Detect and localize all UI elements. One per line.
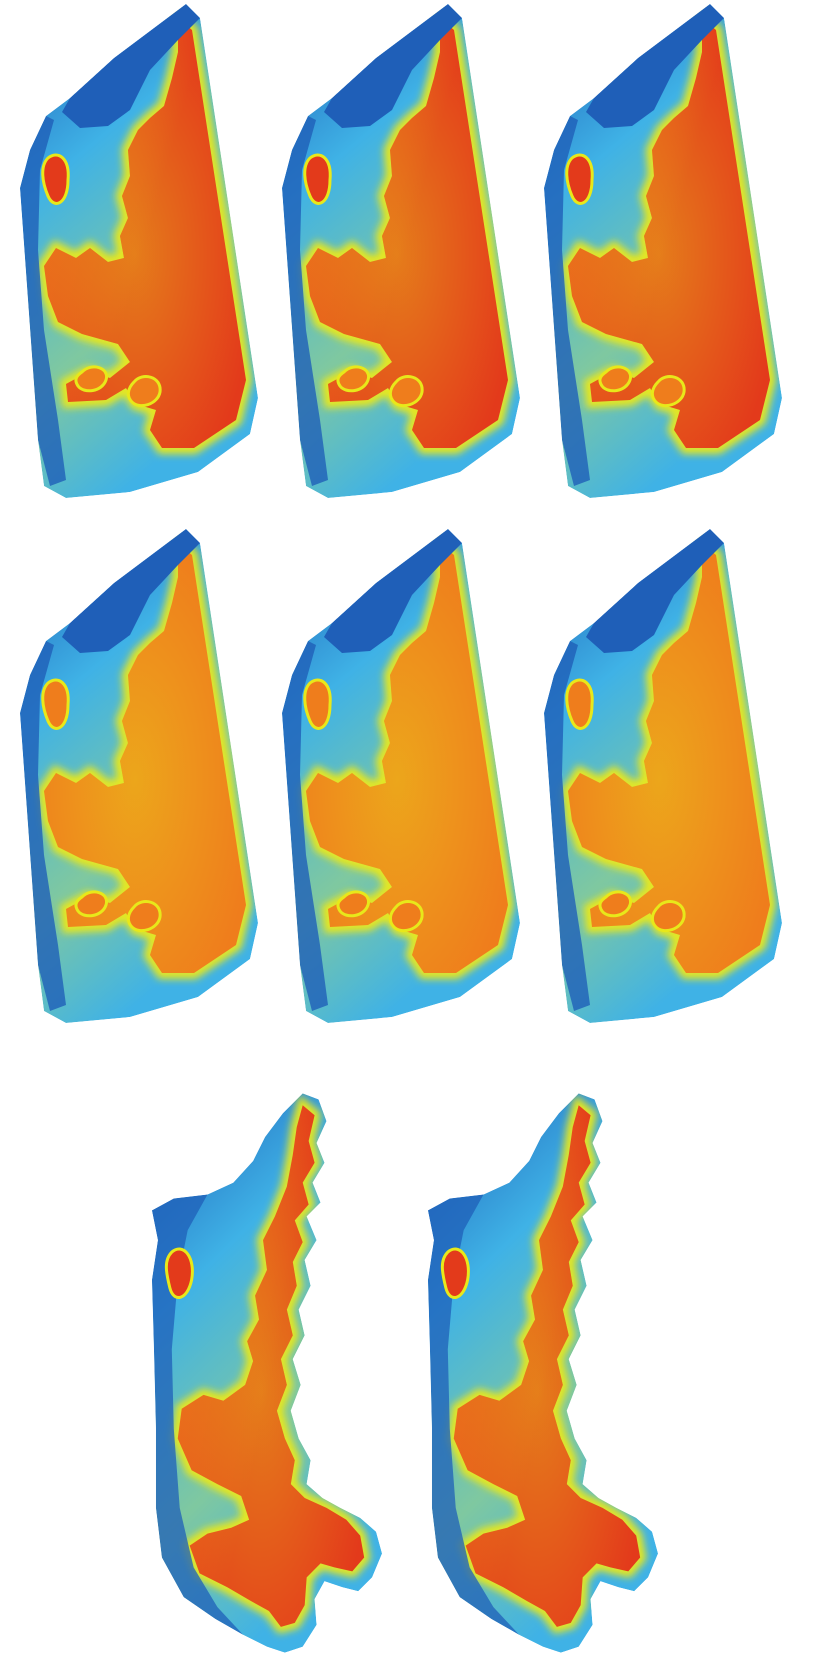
warm-lobe bbox=[74, 365, 109, 393]
deep-edge bbox=[20, 641, 66, 1011]
warm-lobe bbox=[126, 900, 162, 933]
core-glow bbox=[306, 543, 508, 973]
deep-edge bbox=[282, 116, 328, 486]
map-svg bbox=[544, 529, 782, 1023]
core-glow bbox=[44, 543, 246, 973]
warm-lobe bbox=[598, 890, 633, 918]
deep-region bbox=[324, 529, 462, 653]
map-panel-4 bbox=[10, 525, 260, 1035]
map-svg bbox=[151, 1093, 383, 1653]
map-svg bbox=[282, 529, 520, 1023]
map-svg bbox=[544, 4, 782, 498]
deep-shelf bbox=[151, 1194, 244, 1635]
map-panel-3 bbox=[534, 0, 784, 510]
deep-region bbox=[586, 4, 724, 128]
core-glow bbox=[453, 1105, 641, 1627]
core-glow bbox=[306, 18, 508, 448]
warm-lobe bbox=[126, 375, 162, 408]
map-svg bbox=[282, 4, 520, 498]
core-glow bbox=[44, 18, 246, 448]
core-glow bbox=[568, 18, 770, 448]
warm-lobe bbox=[74, 890, 109, 918]
warm-lobe bbox=[336, 365, 371, 393]
warm-patch bbox=[565, 153, 594, 205]
warm-patch bbox=[565, 678, 594, 730]
warm-lobe bbox=[650, 900, 686, 933]
deep-region bbox=[586, 529, 724, 653]
deep-edge bbox=[20, 116, 66, 486]
warm-patch bbox=[303, 678, 332, 730]
core-glow bbox=[177, 1105, 365, 1627]
map-panel-5 bbox=[272, 525, 522, 1035]
deep-edge bbox=[544, 116, 590, 486]
core-glow bbox=[568, 543, 770, 973]
warm-lobe bbox=[336, 890, 371, 918]
map-panel-2 bbox=[272, 0, 522, 510]
warm-patch bbox=[41, 678, 70, 730]
warm-patch bbox=[303, 153, 332, 205]
warm-patch bbox=[440, 1247, 470, 1299]
deep-edge bbox=[282, 641, 328, 1011]
deep-edge bbox=[544, 641, 590, 1011]
warm-patch bbox=[164, 1247, 194, 1299]
map-panel-1 bbox=[10, 0, 260, 510]
map-svg bbox=[427, 1093, 659, 1653]
map-panel-7 bbox=[148, 1090, 386, 1664]
map-panel-6 bbox=[534, 525, 784, 1035]
map-svg bbox=[20, 4, 258, 498]
deep-shelf bbox=[427, 1194, 520, 1635]
deep-region bbox=[324, 4, 462, 128]
warm-lobe bbox=[598, 365, 633, 393]
warm-patch bbox=[41, 153, 70, 205]
warm-lobe bbox=[388, 375, 424, 408]
warm-lobe bbox=[650, 375, 686, 408]
map-panel-8 bbox=[424, 1090, 662, 1664]
map-svg bbox=[20, 529, 258, 1023]
warm-lobe bbox=[388, 900, 424, 933]
deep-region bbox=[62, 4, 200, 128]
deep-region bbox=[62, 529, 200, 653]
